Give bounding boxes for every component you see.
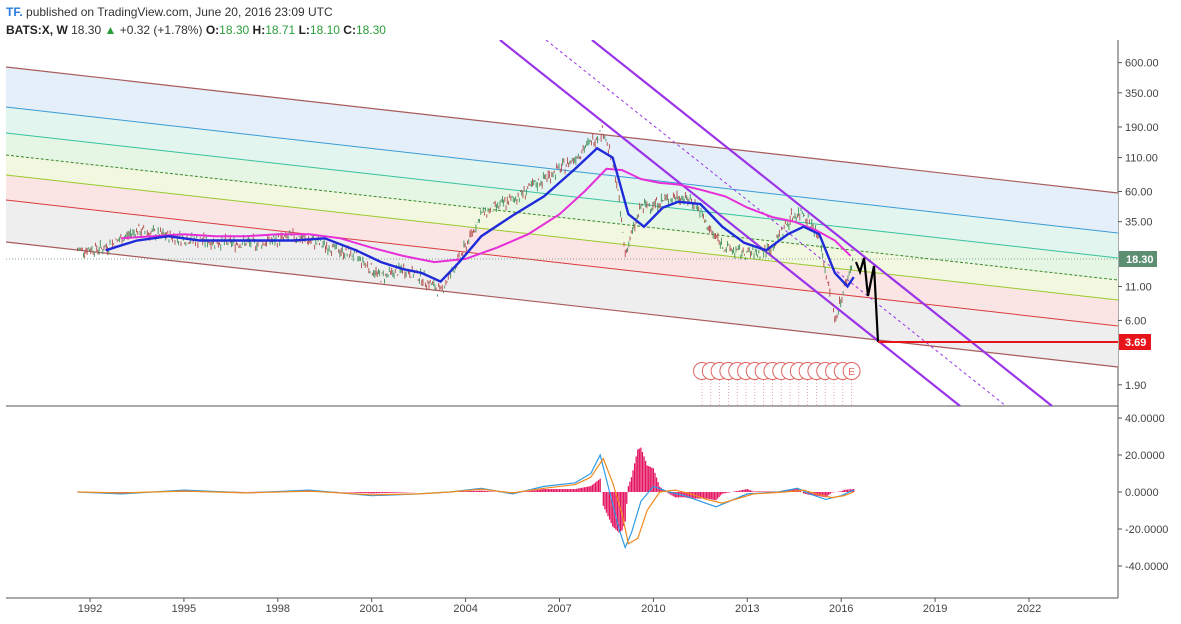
channel-line-6: [6, 199, 1118, 327]
price-tick-label: 1.90: [1125, 380, 1146, 392]
high-label: H:: [252, 23, 266, 37]
sma-slow-line: [121, 167, 852, 264]
published-text: published on TradingView.com, June 20, 2…: [26, 5, 333, 19]
price-tick-label: 350.00: [1125, 88, 1159, 100]
time-tick-label: 1992: [78, 603, 102, 615]
pitchfork-lower-line: [499, 40, 961, 406]
price-tick-label: 110.00: [1125, 153, 1158, 165]
symbol-name[interactable]: BATS:X, W: [6, 23, 68, 37]
close-label: C:: [343, 23, 356, 37]
price-tick-label: 6.00: [1125, 315, 1146, 327]
sma-fast-line: [105, 146, 855, 289]
time-axis[interactable]: 1992 1995 1998 2001 2004 2007 2010 2013 2016 2019…: [78, 598, 1041, 615]
osc-tick-label: -40.0000: [1125, 561, 1168, 573]
target-badge-text: 3.69: [1125, 337, 1146, 349]
oscillator-axis[interactable]: 40.0000 20.0000 0.0000 -20.0000 -40.0000: [1118, 413, 1168, 573]
tradingview-logo[interactable]: TF.: [6, 5, 23, 19]
time-tick-label: 2004: [453, 603, 477, 615]
oscillator-line-fast: [77, 453, 854, 550]
time-tick-label: 2013: [735, 603, 759, 615]
time-tick-label: 2001: [359, 603, 383, 615]
last-price-badge: [1119, 251, 1157, 267]
projection-path: [854, 257, 880, 343]
publish-info: TF. published on TradingView.com, June 2…: [6, 5, 333, 19]
symbol-legend: BATS:X, W 18.30 ▲ +0.32 (+1.78%) O:18.30…: [6, 23, 386, 37]
channel-median-line: [6, 154, 1118, 281]
last-price-badge-text: 18.30: [1126, 254, 1154, 266]
channel-band-6: [6, 200, 1118, 367]
channel-bottom-line: [6, 241, 1118, 368]
price-tick-label: 35.00: [1125, 217, 1153, 229]
time-tick-label: 2007: [547, 603, 571, 615]
channel-band-5: [6, 175, 1118, 326]
price-tick-label: 190.00: [1125, 122, 1159, 134]
time-tick-label: 1998: [266, 603, 290, 615]
channel-band-4: [6, 155, 1118, 300]
regression-channel[interactable]: [6, 40, 1118, 406]
earnings-marker[interactable]: [842, 362, 861, 380]
time-tick-label: 2022: [1017, 603, 1041, 615]
time-tick-label: 2016: [829, 603, 853, 615]
target-badge: [1119, 334, 1151, 350]
price-tick-label: 60.00: [1125, 187, 1153, 199]
earnings-markers[interactable]: E: [693, 362, 861, 407]
high-value: 18.71: [265, 23, 296, 37]
price-tick-label: 11.00: [1125, 281, 1152, 293]
price-tick-label: 600.00: [1125, 58, 1159, 70]
oscillator-line-slow: [77, 457, 854, 545]
channel-line-5: [6, 174, 1118, 301]
close-value: 18.30: [355, 23, 386, 37]
channel-line-3: [6, 132, 1118, 259]
price-change: +0.32 (+1.78%): [119, 23, 203, 37]
open-value: 18.30: [219, 23, 250, 37]
low-value: 18.10: [309, 23, 340, 37]
low-label: L:: [298, 23, 310, 37]
channel-band-1: [6, 67, 1118, 233]
up-arrow-icon: ▲: [104, 23, 117, 37]
time-tick-label: 2019: [923, 603, 947, 615]
earnings-marker-label: E: [848, 367, 855, 378]
channel-band-2: [6, 107, 1118, 258]
osc-tick-label: -20.0000: [1125, 524, 1168, 536]
last-price: 18.30: [71, 23, 102, 37]
osc-tick-label: 40.0000: [1125, 413, 1165, 425]
channel-line-2: [6, 106, 1118, 234]
osc-tick-label: 20.0000: [1125, 450, 1165, 462]
time-tick-label: 2010: [641, 603, 665, 615]
oscillator-pane[interactable]: [77, 447, 855, 550]
pitchfork-upper-line: [591, 40, 1053, 406]
open-label: O:: [205, 23, 220, 37]
osc-tick-label: 0.0000: [1125, 487, 1159, 499]
channel-top-line: [6, 66, 1118, 194]
channel-band-3: [6, 133, 1118, 280]
pitchfork-median-line: [545, 40, 1007, 406]
price-axis[interactable]: 600.00 350.00 190.00 110.00 60.00 35.00 11.00 6…: [1118, 58, 1159, 392]
time-tick-label: 1995: [172, 603, 196, 615]
